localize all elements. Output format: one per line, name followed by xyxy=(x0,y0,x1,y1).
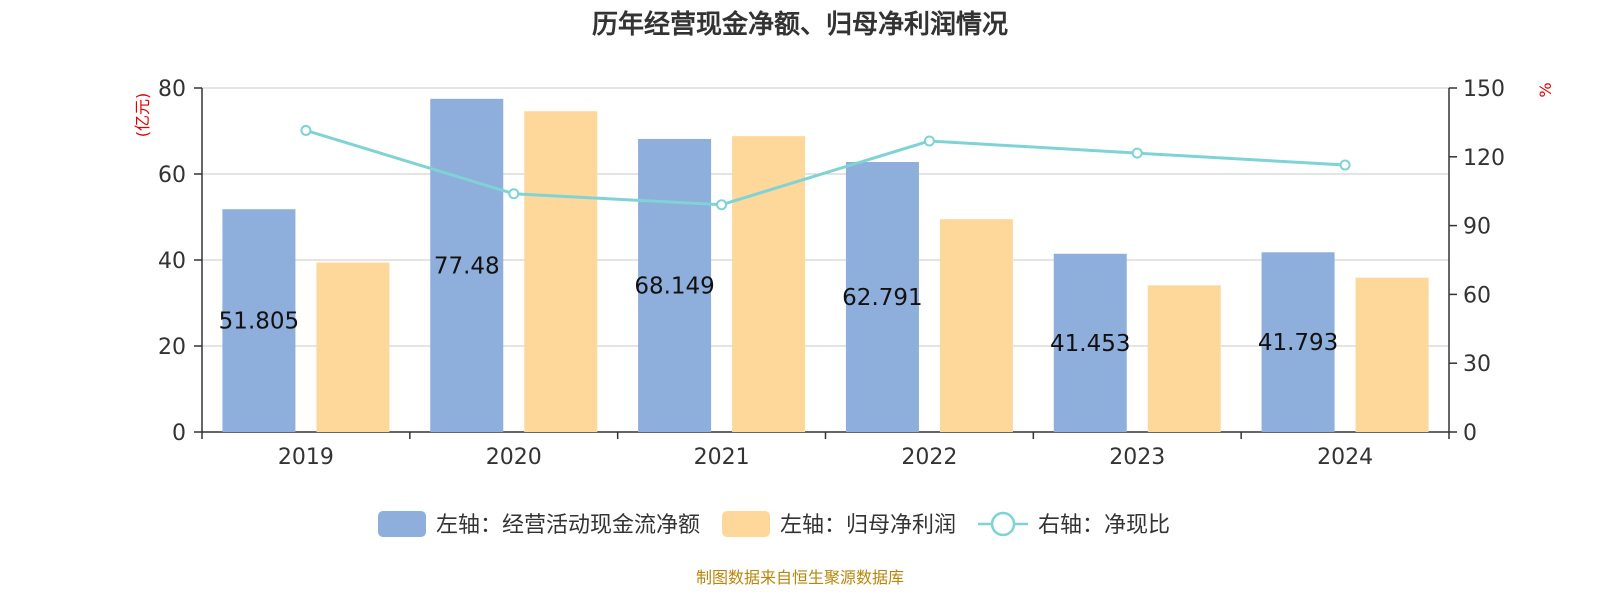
legend-label: 左轴：归母净利润 xyxy=(780,513,956,538)
bar-net-profit xyxy=(1355,277,1429,432)
legend-item-ratio[interactable]: 右轴：净现比 xyxy=(978,511,1170,538)
legend-item-net-profit[interactable]: 左轴：归母净利润 xyxy=(722,511,956,538)
left-tick-label: 0 xyxy=(172,421,186,446)
left-tick-label: 80 xyxy=(158,77,186,102)
legend-swatch xyxy=(722,511,771,537)
line-series xyxy=(300,124,1351,211)
legend-label: 右轴：净现比 xyxy=(1038,513,1170,538)
right-axis-unit: % xyxy=(1536,82,1555,97)
legend-swatch xyxy=(378,511,426,537)
bar-data-label: 51.805 xyxy=(219,309,299,335)
legend-swatch-marker xyxy=(990,511,1016,537)
bar-net-profit xyxy=(732,136,806,432)
right-axis-ticks: 0 30 60 90 120 150 xyxy=(1449,77,1505,446)
left-tick-label: 20 xyxy=(158,335,186,360)
bar-cash-flow xyxy=(1053,253,1127,432)
bar-data-label: 77.48 xyxy=(434,253,500,279)
ratio-point xyxy=(1131,147,1143,159)
bar-data-label: 62.791 xyxy=(842,285,922,311)
ratio-point xyxy=(508,188,520,200)
bar-data-label: 41.793 xyxy=(1258,330,1338,356)
x-tick-label: 2020 xyxy=(486,445,542,470)
left-axis-ticks: 0 20 40 60 80 xyxy=(158,77,202,446)
right-tick-label: 60 xyxy=(1463,283,1491,308)
bar-net-profit xyxy=(939,219,1013,432)
right-tick-label: 30 xyxy=(1463,352,1491,377)
x-tick-label: 2022 xyxy=(901,445,957,470)
x-axis: 2019 2020 2021 2022 2023 2024 xyxy=(201,432,1450,470)
ratio-line xyxy=(305,128,1346,207)
right-tick-label: 150 xyxy=(1463,77,1505,102)
bar-data-label: 68.149 xyxy=(634,273,714,299)
bar-net-profit xyxy=(1147,285,1221,432)
bar-cash-flow xyxy=(430,98,504,432)
ratio-point xyxy=(300,124,312,136)
x-tick-label: 2019 xyxy=(278,445,334,470)
bar-cash-flow xyxy=(845,161,919,432)
left-tick-label: 60 xyxy=(158,163,186,188)
left-tick-label: 40 xyxy=(158,249,186,274)
ratio-point xyxy=(923,135,935,147)
x-tick-label: 2024 xyxy=(1317,445,1373,470)
x-tick-label: 2021 xyxy=(694,445,750,470)
source-note: 制图数据来自恒生聚源数据库 xyxy=(696,568,904,587)
bar-net-profit xyxy=(316,262,390,432)
chart-title: 历年经营现金净额、归母净利润情况 xyxy=(592,9,1008,40)
bar-net-profit xyxy=(524,111,598,432)
right-tick-label: 0 xyxy=(1463,421,1477,446)
ratio-point xyxy=(716,199,728,211)
x-tick-label: 2023 xyxy=(1109,445,1165,470)
right-tick-label: 90 xyxy=(1463,215,1491,240)
right-tick-label: 120 xyxy=(1463,146,1505,171)
bar-cash-flow xyxy=(638,138,712,433)
legend-item-cash-flow[interactable]: 左轴：经营活动现金流净额 xyxy=(378,511,700,538)
bar-cash-flow xyxy=(222,209,296,432)
bar-series xyxy=(222,98,1429,433)
legend[interactable]: 左轴：经营活动现金流净额 左轴：归母净利润 右轴：净现比 xyxy=(378,511,1170,538)
left-axis-unit: (亿元) xyxy=(133,93,152,138)
bar-data-label: 41.453 xyxy=(1050,331,1130,357)
legend-label: 左轴：经营活动现金流净额 xyxy=(436,513,700,538)
bar-cash-flow xyxy=(1261,252,1335,432)
data-labels: 51.805 77.48 68.149 62.791 41.453 41.793 xyxy=(219,253,1339,356)
ratio-point xyxy=(1339,159,1351,171)
